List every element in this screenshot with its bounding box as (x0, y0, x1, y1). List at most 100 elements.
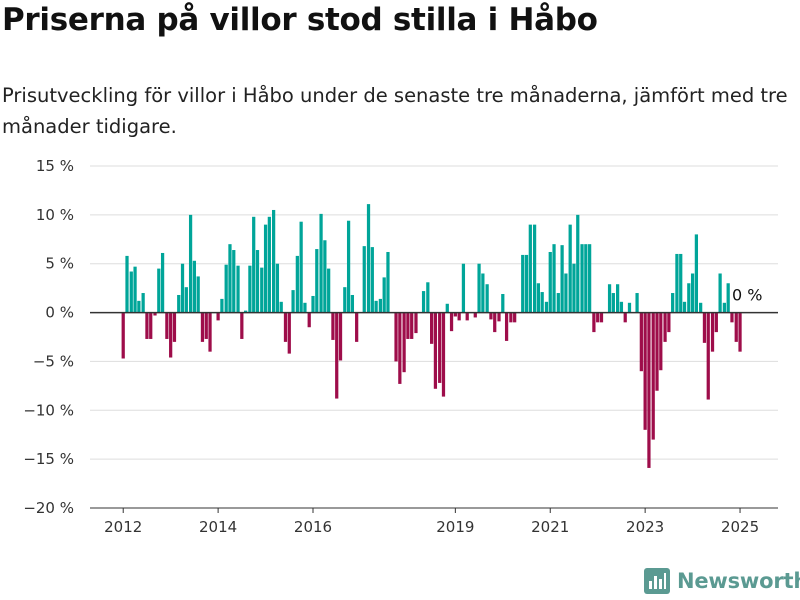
bar (461, 263, 466, 313)
bar (726, 283, 730, 313)
bar (509, 312, 513, 323)
bar (675, 253, 679, 313)
bar (714, 312, 718, 333)
bar (690, 273, 695, 313)
bars (121, 204, 742, 468)
bar (584, 244, 588, 313)
x-tick-label: 2012 (104, 518, 142, 536)
bar (730, 312, 734, 323)
bar (552, 244, 556, 313)
bar (493, 312, 497, 333)
bar (374, 300, 378, 313)
bar (192, 260, 197, 313)
bar (457, 312, 461, 321)
bar (160, 252, 165, 313)
bar (398, 312, 402, 384)
x-tick-label: 2016 (294, 518, 332, 536)
bar (200, 312, 205, 342)
x-tick-label: 2014 (199, 518, 237, 536)
bar (430, 312, 434, 344)
bar (350, 294, 355, 313)
x-tick-label: 2025 (721, 518, 759, 536)
bar (299, 221, 303, 313)
bar (204, 312, 208, 339)
bar (564, 273, 568, 313)
bar (283, 312, 288, 342)
y-tick-label: −5 % (33, 352, 74, 370)
bar (315, 249, 319, 313)
y-tick-label: −10 % (23, 401, 74, 419)
bar (311, 295, 315, 313)
bar (473, 312, 477, 318)
bar (177, 294, 181, 313)
bar (718, 273, 722, 313)
y-tick-label: 10 % (36, 206, 74, 224)
bar (252, 216, 256, 313)
bar (382, 277, 386, 313)
bar (303, 302, 307, 313)
newsworthy-logo: Newsworthy (644, 568, 800, 594)
bar (295, 255, 299, 313)
bar (596, 312, 600, 323)
bar (402, 312, 406, 373)
bar (224, 264, 228, 313)
bar (438, 312, 442, 383)
bar (406, 312, 410, 339)
newsworthy-logo-icon (644, 568, 670, 594)
bar (659, 312, 663, 371)
bar (441, 312, 446, 397)
bar (687, 283, 691, 313)
bar (501, 294, 505, 313)
y-tick-label: 5 % (45, 255, 74, 273)
bar (734, 312, 738, 342)
bar (489, 312, 493, 320)
bar (267, 216, 271, 313)
bar (513, 312, 517, 323)
bar (196, 276, 200, 313)
bar (169, 312, 173, 358)
bar (165, 312, 169, 339)
bar (671, 293, 675, 313)
bar (335, 312, 339, 399)
bar (699, 302, 703, 313)
bar (611, 293, 615, 313)
bar (453, 312, 457, 317)
bar (323, 240, 327, 313)
bar (319, 213, 323, 313)
bar (663, 312, 667, 342)
y-tick-label: −20 % (23, 499, 74, 517)
bar (172, 312, 177, 342)
bar (426, 282, 430, 313)
bar (133, 266, 137, 313)
y-tick-label: −15 % (23, 450, 74, 468)
bar (588, 244, 592, 313)
bar (647, 312, 651, 468)
bar (157, 268, 161, 313)
x-tick-label: 2023 (626, 518, 664, 536)
bar (445, 303, 449, 313)
bar (272, 209, 276, 313)
bar (129, 271, 133, 313)
bar (343, 287, 347, 313)
bar (394, 312, 398, 362)
bar (378, 298, 382, 313)
bar (532, 224, 537, 313)
bar (694, 234, 699, 313)
bar (338, 312, 343, 361)
bar (651, 312, 655, 440)
bar (540, 292, 544, 313)
bar (232, 250, 236, 313)
bar (560, 245, 564, 313)
bar (485, 284, 489, 313)
bar (346, 220, 351, 313)
bar (477, 263, 481, 313)
chart-subtitle: Prisutveckling för villor i Håbo under d… (2, 84, 788, 138)
bar (623, 312, 627, 323)
bar (244, 310, 248, 313)
bar (263, 224, 268, 313)
axes: 15 % 10 % 5 % 0 % −5 % −10 % −15 % −20 % 2012 201… (23, 157, 778, 536)
bar (220, 298, 224, 313)
bar (635, 293, 639, 313)
bar (137, 300, 141, 313)
